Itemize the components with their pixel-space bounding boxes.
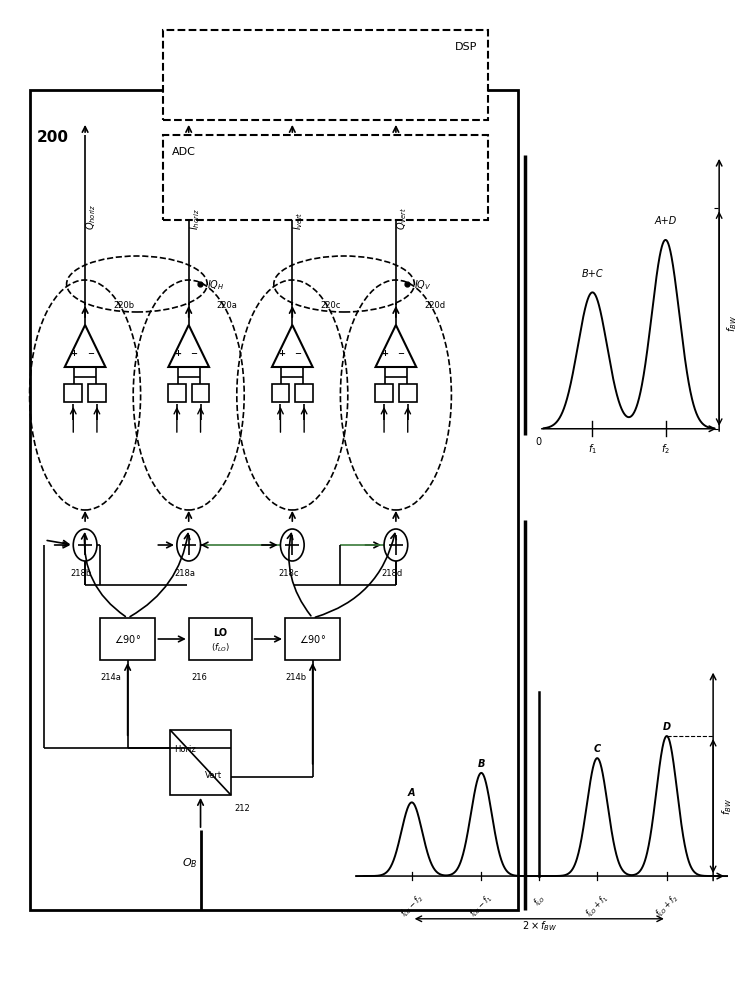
Text: $IQ_V$: $IQ_V$: [414, 278, 432, 292]
Bar: [192, 384, 209, 402]
Text: 214b: 214b: [285, 673, 306, 682]
Text: 216: 216: [191, 673, 206, 682]
Text: +: +: [174, 350, 181, 359]
Bar: [170, 730, 231, 795]
Bar: [163, 30, 488, 120]
Text: $IQ_H$: $IQ_H$: [207, 278, 225, 292]
Text: 218a: 218a: [175, 569, 195, 578]
Text: +: +: [381, 350, 389, 359]
Text: DSP: DSP: [455, 42, 477, 52]
Text: 220a: 220a: [217, 301, 238, 310]
Text: $I_{horiz}$: $I_{horiz}$: [188, 208, 201, 230]
Text: ADC: ADC: [172, 147, 195, 157]
Bar: [295, 384, 313, 402]
Circle shape: [177, 529, 201, 561]
Text: 220b: 220b: [113, 301, 135, 310]
Bar: [285, 618, 340, 660]
Text: $Q_{vert}$: $Q_{vert}$: [395, 206, 408, 230]
Text: $f_{BW}$: $f_{BW}$: [720, 798, 734, 815]
Text: −: −: [190, 350, 198, 359]
Text: +: +: [70, 350, 78, 359]
Bar: [30, 90, 518, 910]
Text: 220c: 220c: [320, 301, 341, 310]
Text: 214a: 214a: [100, 673, 121, 682]
Bar: [88, 384, 106, 402]
Text: $f_1$: $f_1$: [588, 442, 597, 456]
Text: $f_{LO}+f_2$: $f_{LO}+f_2$: [653, 892, 681, 920]
Text: D: D: [663, 722, 671, 732]
Text: 218c: 218c: [278, 569, 299, 578]
Circle shape: [280, 529, 304, 561]
Text: 220d: 220d: [424, 301, 445, 310]
Text: $f_{LO}-f_1$: $f_{LO}-f_1$: [468, 892, 495, 920]
Circle shape: [384, 529, 408, 561]
Bar: [272, 384, 289, 402]
Text: B+C: B+C: [582, 269, 603, 279]
Bar: [375, 384, 393, 402]
Bar: [64, 384, 82, 402]
Text: A: A: [408, 788, 416, 798]
Text: −: −: [294, 350, 301, 359]
Text: C: C: [593, 744, 601, 754]
Text: $\angle 90°$: $\angle 90°$: [299, 633, 326, 645]
Circle shape: [73, 529, 97, 561]
Bar: [100, 618, 155, 660]
Bar: [168, 384, 186, 402]
Bar: [163, 135, 488, 220]
Text: $f_{LO}-f_2$: $f_{LO}-f_2$: [398, 892, 425, 920]
Text: 218b: 218b: [71, 569, 92, 578]
Text: $Q_{horiz}$: $Q_{horiz}$: [84, 203, 98, 230]
Text: 200: 200: [37, 130, 69, 145]
Text: +: +: [278, 350, 285, 359]
Text: $f_{LO}+f_1$: $f_{LO}+f_1$: [583, 892, 611, 920]
Text: $I_{vert}$: $I_{vert}$: [292, 211, 305, 230]
Text: Horiz: Horiz: [175, 745, 196, 754]
Text: LO: LO: [213, 628, 227, 638]
Text: A+D: A+D: [654, 216, 676, 226]
Text: $(f_{LO})$: $(f_{LO})$: [211, 642, 229, 654]
Text: 0: 0: [536, 437, 542, 447]
Text: −: −: [397, 350, 405, 359]
Text: $O_B$: $O_B$: [182, 856, 198, 870]
Bar: [399, 384, 417, 402]
Text: $\angle 90°$: $\angle 90°$: [114, 633, 141, 645]
Text: Vert: Vert: [205, 771, 223, 780]
Text: −: −: [87, 350, 94, 359]
Text: $2\times f_{BW}$: $2\times f_{BW}$: [522, 919, 557, 933]
Text: 218d: 218d: [382, 569, 403, 578]
Text: B: B: [477, 759, 485, 769]
Bar: [189, 618, 252, 660]
Text: 212: 212: [235, 804, 250, 813]
Text: $f_{BW}$: $f_{BW}$: [725, 315, 739, 332]
Text: $f_{LO}$: $f_{LO}$: [531, 892, 548, 909]
Text: $f_2$: $f_2$: [661, 442, 670, 456]
